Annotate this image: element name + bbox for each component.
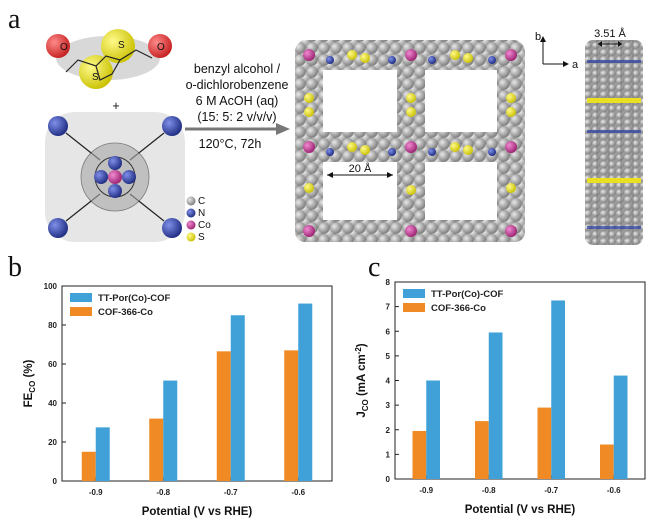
bar (284, 350, 299, 481)
panel-label-b: b (8, 252, 22, 283)
y-tick-label: 7 (386, 303, 391, 312)
y-tick-label: 2 (386, 426, 391, 435)
legend-label: TT-Por(Co)-COF (98, 293, 170, 304)
bar (488, 332, 503, 479)
svg-text:(15: 5: 2 v/v/v): (15: 5: 2 v/v/v) (197, 110, 276, 124)
plus-sign: + (112, 99, 119, 113)
y-label-main: FE (23, 392, 35, 407)
legend-swatch (70, 293, 92, 302)
svg-text:6 M AcOH (aq): 6 M AcOH (aq) (196, 94, 279, 108)
stacking-side-view: 3.51 Å (585, 27, 643, 245)
y-tick-label: 6 (386, 327, 391, 336)
legend-label: COF-366-Co (431, 303, 486, 314)
y-tick-label: 5 (386, 352, 391, 361)
svg-text:S: S (198, 232, 205, 243)
y-axis-label: JCO (mA cm-2) (354, 343, 370, 417)
x-tick-label: -0.6 (607, 486, 621, 495)
cof-framework-model: 20 Å (295, 40, 525, 242)
svg-text:C: C (198, 196, 205, 207)
atom-legend: C N Co S (186, 196, 211, 243)
bar (613, 375, 628, 479)
stacking-distance-label: 3.51 Å (594, 27, 626, 40)
y-tick-label: 4 (386, 377, 391, 386)
y-label-tail: (%) (23, 359, 35, 380)
svg-text:O: O (157, 42, 165, 53)
bar (163, 380, 178, 481)
bar (298, 303, 313, 481)
svg-text:O: O (60, 42, 68, 53)
y-tick-label: 20 (48, 438, 57, 447)
y-tick-label: 8 (386, 278, 391, 287)
cof-synthesis-schematic: O O S S + C N Co S benzyl alcohol / (45, 27, 643, 245)
x-tick-label: -0.9 (89, 488, 103, 497)
crystal-axis-indicator: b a (535, 31, 579, 71)
bar (412, 430, 427, 479)
bar (475, 421, 489, 479)
j-co-chart: 0 1 2 3 4 5 6 7 8 -0.9 -0.8 -0.7 -0.6 TT-Por(Co)-COF C… (345, 262, 652, 520)
y-tick-label: 0 (386, 475, 391, 484)
svg-text:N: N (198, 208, 205, 219)
bar (230, 315, 245, 481)
panel-label-a: a (8, 4, 21, 35)
porphyrin-tetraamine (45, 112, 185, 242)
y-label-tail: (mA cm (356, 354, 368, 399)
y-tick-label: 40 (48, 399, 57, 408)
svg-text:benzyl alcohol /: benzyl alcohol / (194, 62, 281, 76)
svg-text:o-dichlorobenzene: o-dichlorobenzene (186, 78, 289, 92)
y-tick-label: 60 (48, 360, 57, 369)
x-tick-label: -0.6 (291, 488, 305, 497)
bar (81, 451, 96, 481)
x-tick-label: -0.9 (419, 486, 433, 495)
bar (537, 407, 552, 479)
bar (426, 380, 440, 479)
thienothiophene-dialdehyde: O O S S (46, 29, 172, 89)
panel-label-c: c (368, 252, 381, 283)
y-axis-label: FECO (%) (23, 359, 37, 407)
svg-text:120°C, 72h: 120°C, 72h (199, 137, 262, 151)
svg-text:S: S (118, 40, 125, 51)
legend-swatch (70, 307, 92, 316)
svg-text:S: S (92, 72, 99, 83)
bar (216, 351, 231, 481)
legend-label: TT-Por(Co)-COF (431, 289, 503, 300)
pore-size-label: 20 Å (349, 162, 372, 175)
bar (95, 427, 110, 481)
svg-text:a: a (572, 59, 579, 71)
x-axis-label: Potential (V vs RHE) (142, 506, 253, 518)
bar (149, 418, 164, 481)
x-tick-label: -0.7 (544, 486, 558, 495)
legend-swatch (403, 289, 425, 298)
y-tick-label: 3 (386, 401, 391, 410)
y-tick-label: 0 (53, 477, 58, 486)
x-tick-label: -0.7 (224, 488, 238, 497)
svg-text:Co: Co (198, 220, 211, 231)
y-label-sup: -2 (354, 347, 363, 355)
y-label-main: J (356, 411, 368, 417)
bar (600, 444, 614, 479)
x-tick-label: -0.8 (482, 486, 496, 495)
plot-frame (61, 285, 333, 482)
y-tick-label: 100 (44, 282, 58, 291)
svg-text:b: b (535, 31, 541, 43)
reaction-conditions: benzyl alcohol / o-dichlorobenzene 6 M A… (185, 62, 290, 151)
bar (551, 300, 565, 479)
y-label-end: ) (356, 343, 368, 347)
y-label-sub: CO (361, 399, 370, 411)
legend-label: COF-366-Co (98, 307, 153, 318)
y-tick-label: 80 (48, 321, 57, 330)
legend-swatch (403, 303, 425, 312)
y-tick-label: 1 (386, 450, 391, 459)
fe-co-chart: 0 20 40 60 80 100 -0.9 -0.8 -0.7 -0.6 TT-Por(Co)-C… (0, 262, 340, 520)
y-label-sub: CO (28, 381, 37, 393)
x-axis-label: Potential (V vs RHE) (465, 504, 576, 516)
x-tick-label: -0.8 (156, 488, 170, 497)
